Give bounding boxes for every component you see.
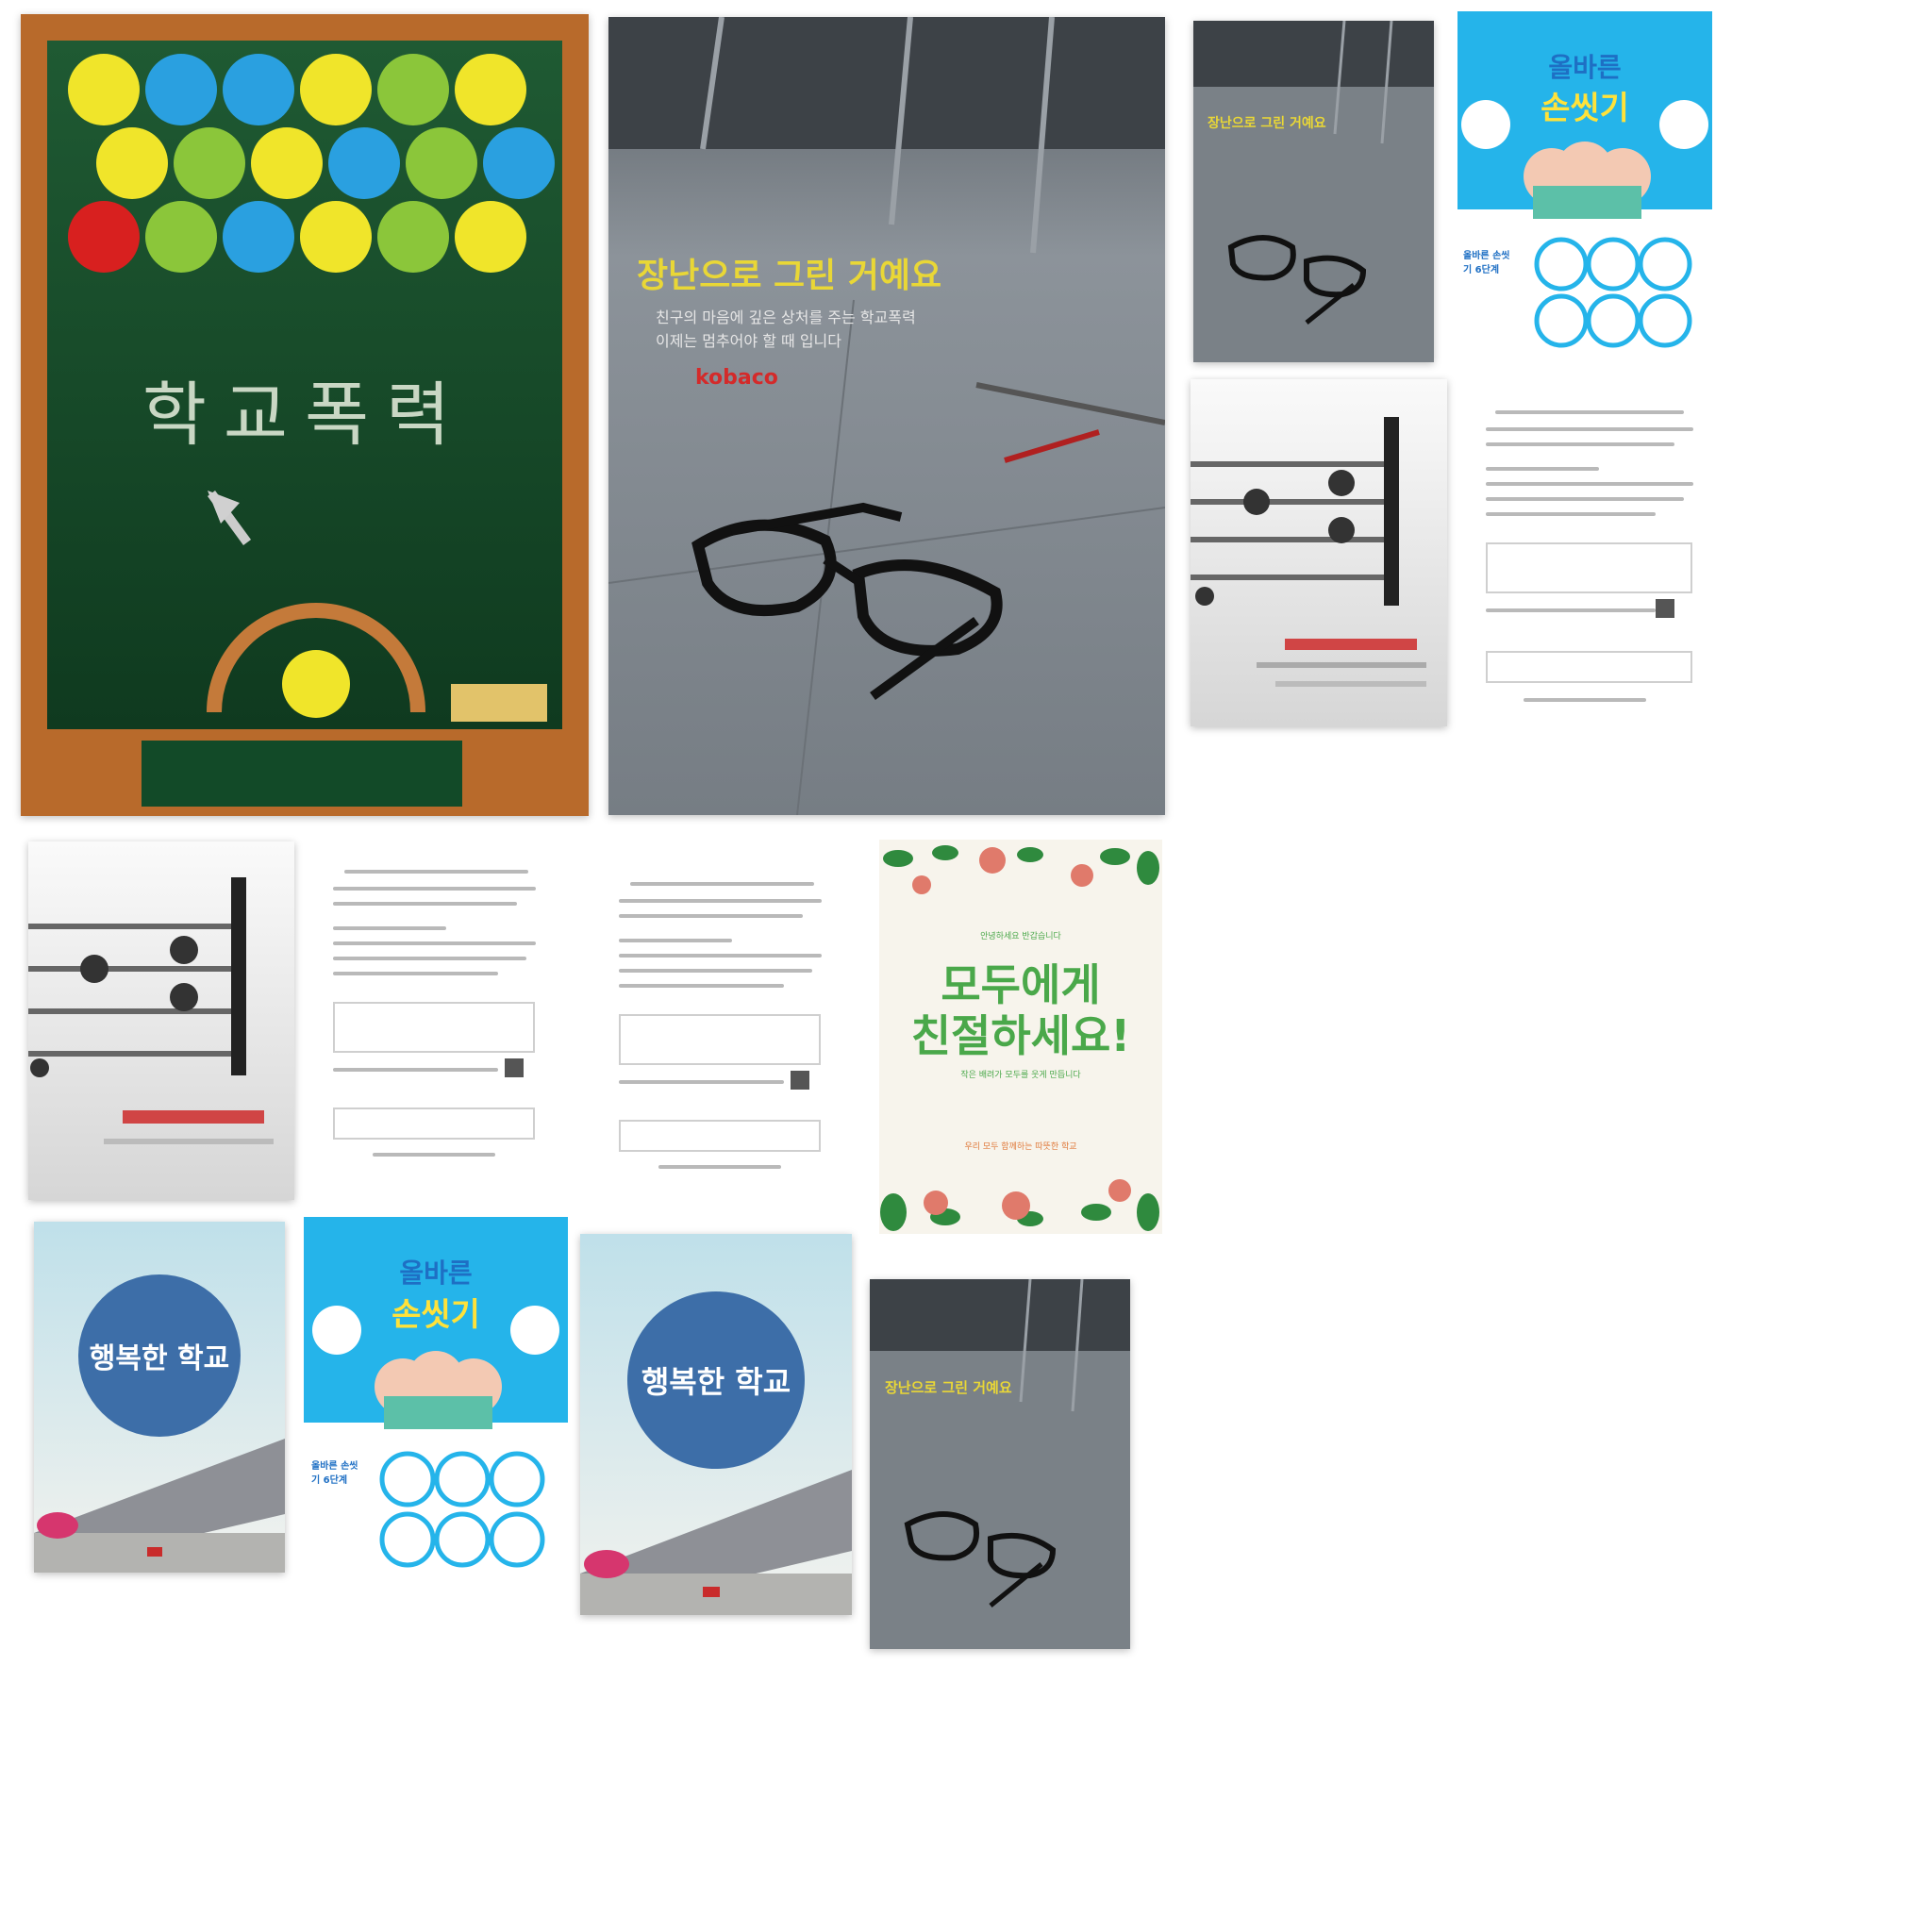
poster-handwash-2[interactable]: 올바른 손씻기 올바른 손씻기 6단계 xyxy=(304,1217,568,1577)
chalkboard-illustration xyxy=(21,14,589,816)
poster-document-3[interactable] xyxy=(611,882,833,1184)
poster-document-2[interactable] xyxy=(325,870,547,1172)
poster-title: 행복한 학교 xyxy=(89,1342,230,1375)
poster-glasses-large[interactable]: 장난으로 그린 거예요 친구의 마음에 깊은 상처를 주는 학교폭력 이제는 멈… xyxy=(608,17,1165,815)
abacus-illustration xyxy=(1191,379,1447,726)
poster-headline: 장난으로 그린 거예요 xyxy=(885,1379,1012,1396)
kindness-illustration xyxy=(879,840,1162,1234)
poster-title-line2: 손씻기 xyxy=(391,1296,480,1334)
handwash-illustration xyxy=(1457,11,1712,357)
poster-brand: kobaco xyxy=(695,366,778,390)
poster-footer-line: 우리 모두 함께하는 따뜻한 학교 xyxy=(964,1142,1077,1152)
poster-kindness[interactable]: 안녕하세요 반갑습니다 모두에게 친절하세요! 작은 배려가 모두를 웃게 만듭… xyxy=(879,840,1162,1234)
poster-title: 행복한 학교 xyxy=(641,1364,791,1400)
poster-abacus-2[interactable] xyxy=(28,841,294,1200)
poster-headline: 장난으로 그린 거예요 xyxy=(637,257,942,295)
poster-sub-line: 작은 배려가 모두를 웃게 만듭니다 xyxy=(960,1071,1081,1080)
poster-caption-2: 이제는 멈추어야 할 때 입니다 xyxy=(656,332,841,350)
poster-title-line1: 모두에게 xyxy=(941,959,1101,1010)
abacus-illustration xyxy=(28,841,294,1200)
glasses-illustration xyxy=(1193,21,1434,362)
poster-title-line2: 손씻기 xyxy=(1541,90,1629,127)
glasses-illustration xyxy=(870,1279,1130,1649)
poster-document-1[interactable] xyxy=(1476,410,1703,717)
glasses-illustration xyxy=(608,17,1165,815)
poster-caption-1: 친구의 마음에 깊은 상처를 주는 학교폭력 xyxy=(656,308,916,326)
poster-title-line1: 올바른 xyxy=(1548,52,1622,83)
poster-headline: 장난으로 그린 거예요 xyxy=(1208,116,1326,131)
poster-glasses-small-1[interactable]: 장난으로 그린 거예요 xyxy=(1193,21,1434,362)
handwash-illustration xyxy=(304,1217,568,1577)
poster-handwash-1[interactable]: 올바른 손씻기 올바른 손씻기 6단계 xyxy=(1457,11,1712,357)
poster-chalkboard[interactable]: 학교폭력 xyxy=(21,14,589,816)
poster-side-text: 올바른 손씻기 6단계 xyxy=(311,1461,358,1486)
poster-happy-school-2[interactable]: 행복한 학교 xyxy=(580,1234,852,1615)
poster-title-line1: 올바른 xyxy=(399,1257,473,1289)
poster-side-text: 올바른 손씻기 6단계 xyxy=(1463,251,1510,275)
poster-happy-school-1[interactable]: 행복한 학교 xyxy=(34,1222,285,1573)
happy-school-illustration xyxy=(34,1222,285,1573)
happy-school-illustration xyxy=(580,1234,852,1615)
poster-abacus-1[interactable] xyxy=(1191,379,1447,726)
poster-title: 학교폭력 xyxy=(142,375,468,456)
poster-top-line: 안녕하세요 반갑습니다 xyxy=(980,932,1061,941)
poster-glasses-small-2[interactable]: 장난으로 그린 거예요 xyxy=(870,1279,1130,1649)
poster-title-line2: 친절하세요! xyxy=(910,1010,1131,1061)
